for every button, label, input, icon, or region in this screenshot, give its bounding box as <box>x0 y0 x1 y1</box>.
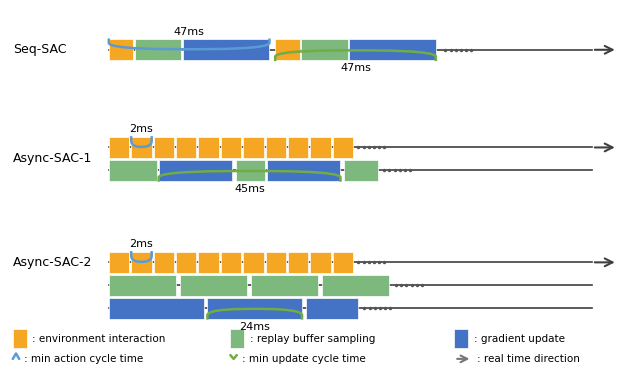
Bar <box>109 160 157 181</box>
Bar <box>159 160 232 181</box>
Text: Seq-SAC: Seq-SAC <box>13 43 67 56</box>
Bar <box>333 252 353 273</box>
Bar <box>322 275 389 296</box>
Bar <box>454 329 468 349</box>
Bar <box>344 160 378 181</box>
Bar <box>109 275 176 296</box>
Bar <box>176 252 196 273</box>
Bar <box>207 298 302 319</box>
Bar <box>306 298 358 319</box>
Bar <box>13 329 27 349</box>
Bar <box>131 252 152 273</box>
Text: : replay buffer sampling: : replay buffer sampling <box>250 334 375 344</box>
Bar <box>275 39 300 60</box>
Bar <box>109 252 129 273</box>
Text: Async-SAC-1: Async-SAC-1 <box>13 152 92 165</box>
Bar <box>288 252 308 273</box>
Bar <box>221 252 241 273</box>
Bar <box>243 137 264 158</box>
Bar <box>310 137 331 158</box>
Bar <box>154 137 174 158</box>
Bar <box>310 252 331 273</box>
Bar <box>131 137 152 158</box>
Bar <box>266 137 286 158</box>
Bar <box>266 252 286 273</box>
Text: : min action cycle time: : min action cycle time <box>24 354 143 364</box>
Text: 47ms: 47ms <box>340 63 371 73</box>
Text: 24ms: 24ms <box>239 322 270 332</box>
Bar <box>288 137 308 158</box>
Bar <box>236 160 265 181</box>
Bar <box>301 39 348 60</box>
Bar <box>221 137 241 158</box>
Bar <box>135 39 181 60</box>
Bar <box>180 275 247 296</box>
Bar <box>109 39 133 60</box>
Text: 45ms: 45ms <box>234 183 265 194</box>
Bar <box>198 252 219 273</box>
Text: Async-SAC-2: Async-SAC-2 <box>13 256 92 269</box>
Text: 2ms: 2ms <box>129 239 154 249</box>
Bar <box>109 137 129 158</box>
Text: 2ms: 2ms <box>129 124 154 134</box>
Bar <box>109 160 157 181</box>
Bar <box>183 39 269 60</box>
Text: : environment interaction: : environment interaction <box>32 334 165 344</box>
Bar <box>243 252 264 273</box>
Text: : min update cycle time: : min update cycle time <box>242 354 365 364</box>
Text: : real time direction: : real time direction <box>477 354 580 364</box>
Bar <box>333 137 353 158</box>
Bar <box>267 160 340 181</box>
Bar <box>154 252 174 273</box>
Bar <box>159 160 232 181</box>
Bar <box>198 137 219 158</box>
Text: 47ms: 47ms <box>173 26 205 37</box>
Text: : gradient update: : gradient update <box>474 334 564 344</box>
Bar <box>176 137 196 158</box>
Bar <box>349 39 436 60</box>
Bar <box>230 329 244 349</box>
Bar <box>109 298 204 319</box>
Bar <box>251 275 318 296</box>
